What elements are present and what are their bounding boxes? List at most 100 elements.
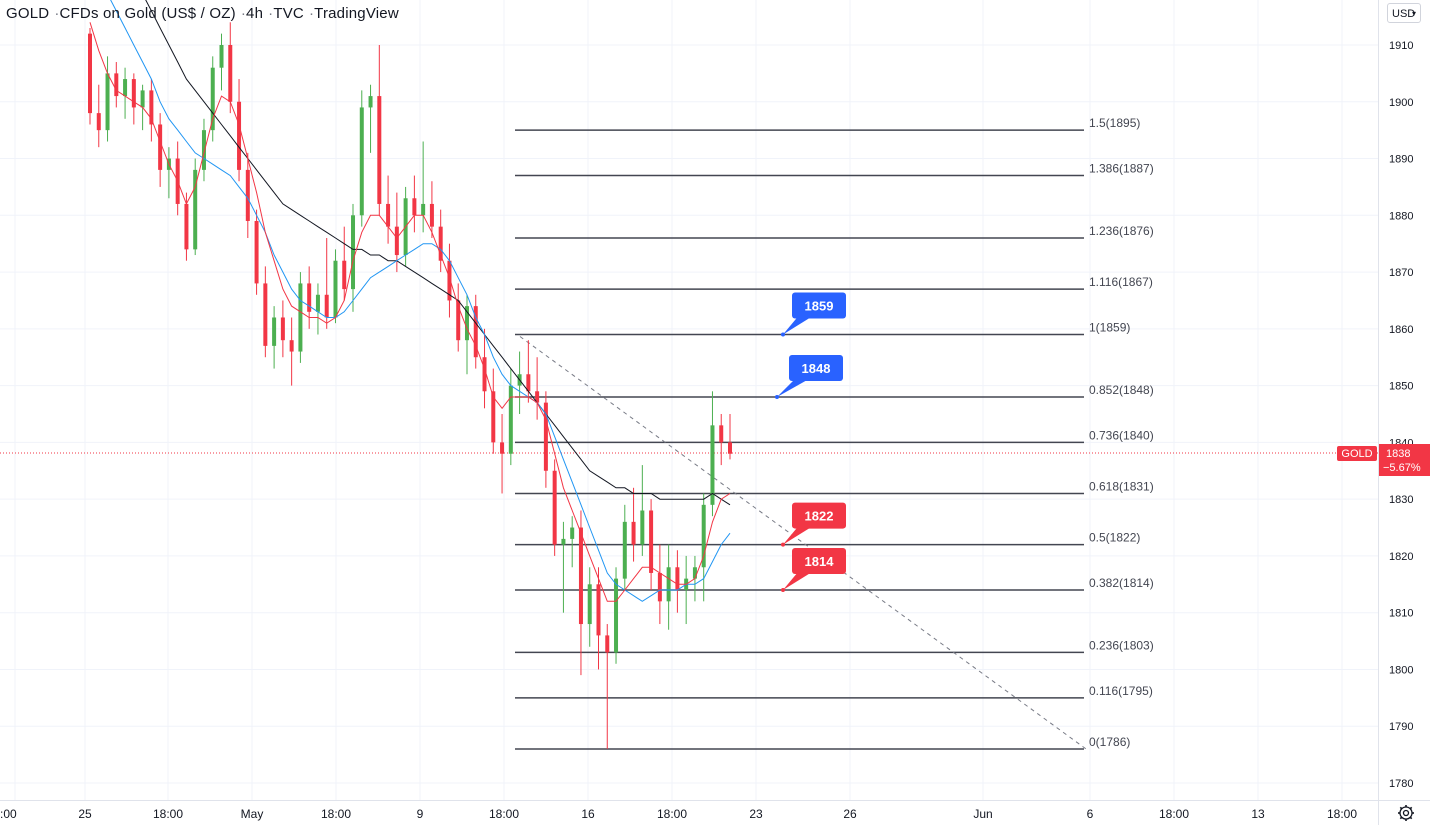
candle[interactable] bbox=[587, 567, 592, 647]
candle[interactable] bbox=[552, 459, 557, 556]
candle[interactable] bbox=[491, 368, 496, 454]
candle[interactable] bbox=[649, 499, 654, 590]
price-axis[interactable]: 1780179018001810182018301840185018601870… bbox=[1389, 40, 1413, 790]
chevron-down-icon: ▾ bbox=[1411, 9, 1416, 18]
candle[interactable] bbox=[315, 283, 320, 335]
candle[interactable] bbox=[570, 516, 575, 568]
candle[interactable] bbox=[640, 465, 645, 556]
candle[interactable] bbox=[386, 175, 391, 244]
callout-pointer bbox=[783, 526, 812, 545]
candle[interactable] bbox=[307, 266, 312, 329]
candle-body bbox=[228, 44, 233, 102]
candle[interactable] bbox=[438, 209, 443, 273]
candle[interactable] bbox=[631, 487, 636, 562]
candle[interactable] bbox=[219, 33, 224, 91]
time-axis-label: May bbox=[241, 807, 264, 821]
callout-label[interactable]: 1859 bbox=[781, 292, 846, 337]
candle[interactable] bbox=[105, 56, 110, 142]
candle[interactable] bbox=[289, 317, 294, 386]
candle[interactable] bbox=[377, 44, 382, 216]
candle[interactable] bbox=[131, 73, 136, 125]
candle[interactable] bbox=[456, 283, 461, 352]
moving-average-mid[interactable] bbox=[90, 0, 731, 602]
candle[interactable] bbox=[701, 493, 706, 602]
candle[interactable] bbox=[237, 79, 242, 182]
symbol-name[interactable]: GOLD bbox=[6, 5, 50, 22]
candle[interactable] bbox=[719, 413, 724, 466]
candle[interactable] bbox=[394, 192, 399, 273]
candle[interactable] bbox=[526, 340, 531, 403]
time-axis-label: 9 bbox=[417, 807, 424, 821]
candle[interactable] bbox=[421, 141, 426, 233]
gear-icon[interactable] bbox=[1396, 803, 1416, 823]
candle[interactable] bbox=[684, 555, 689, 625]
candle[interactable] bbox=[228, 22, 233, 114]
candle[interactable] bbox=[263, 266, 268, 358]
trendline[interactable] bbox=[519, 336, 1087, 750]
candle[interactable] bbox=[272, 306, 277, 369]
currency-selector[interactable]: USD ▾ bbox=[1387, 3, 1421, 23]
interval-label[interactable]: 4h bbox=[246, 5, 264, 22]
candle[interactable] bbox=[517, 351, 522, 414]
candle[interactable] bbox=[254, 209, 259, 295]
time-axis-label: 6 bbox=[1087, 807, 1094, 821]
candle[interactable] bbox=[193, 158, 198, 256]
candle[interactable] bbox=[412, 175, 417, 233]
candle-body bbox=[649, 510, 654, 573]
candle[interactable] bbox=[96, 84, 101, 148]
candle[interactable] bbox=[447, 243, 452, 318]
candle[interactable] bbox=[359, 90, 364, 227]
candle[interactable] bbox=[622, 504, 627, 590]
candle[interactable] bbox=[210, 56, 215, 142]
price-callouts[interactable]: 1859 1848 1822 1814 bbox=[775, 292, 846, 592]
candle[interactable] bbox=[88, 27, 92, 125]
time-axis[interactable]: :00 25 18:00 May 18:00 9 18:00 16 18:00 23 26 Jun 6 1… bbox=[0, 807, 1357, 821]
candle[interactable] bbox=[728, 413, 732, 460]
candle[interactable] bbox=[298, 272, 303, 363]
candle[interactable] bbox=[333, 249, 338, 324]
callout-label[interactable]: 1822 bbox=[781, 502, 846, 547]
candle[interactable] bbox=[464, 294, 469, 375]
candles[interactable] bbox=[88, 22, 732, 749]
candle[interactable] bbox=[324, 238, 329, 329]
callout-text: 1814 bbox=[805, 554, 835, 569]
candle[interactable] bbox=[368, 84, 373, 153]
callout-label[interactable]: 1814 bbox=[781, 547, 846, 592]
candle[interactable] bbox=[500, 413, 505, 494]
candle[interactable] bbox=[473, 294, 478, 369]
candle-body bbox=[561, 538, 566, 545]
candle[interactable] bbox=[710, 391, 715, 517]
candle[interactable] bbox=[508, 368, 513, 466]
candle[interactable] bbox=[245, 152, 250, 239]
candle[interactable] bbox=[596, 567, 601, 670]
candle[interactable] bbox=[201, 118, 206, 182]
candle[interactable] bbox=[280, 300, 285, 358]
moving-average-fast[interactable] bbox=[89, 22, 731, 602]
time-axis-label: 13 bbox=[1251, 807, 1265, 821]
candle[interactable] bbox=[666, 544, 671, 630]
candle[interactable] bbox=[342, 226, 347, 301]
candle-body bbox=[245, 169, 250, 221]
candle[interactable] bbox=[429, 181, 434, 239]
candle[interactable] bbox=[561, 521, 566, 613]
callout-label[interactable]: 1848 bbox=[775, 354, 843, 399]
candle[interactable] bbox=[114, 62, 119, 108]
candle[interactable] bbox=[578, 510, 583, 676]
candle[interactable] bbox=[657, 544, 662, 625]
candle[interactable] bbox=[614, 567, 619, 664]
symbol-description: CFDs on Gold (US$ / OZ) bbox=[59, 5, 236, 22]
moving-average-slow[interactable] bbox=[90, 0, 731, 506]
candle-body bbox=[351, 215, 356, 290]
candle[interactable] bbox=[535, 357, 540, 420]
candle[interactable] bbox=[605, 624, 610, 749]
candle[interactable] bbox=[351, 203, 356, 312]
candle[interactable] bbox=[543, 391, 548, 488]
fib-retracement[interactable]: 1.5(1895) 1.386(1887) 1.236(1876) 1.116(186… bbox=[515, 116, 1154, 750]
candle[interactable] bbox=[149, 79, 154, 142]
candle[interactable] bbox=[675, 550, 680, 613]
candle[interactable] bbox=[158, 113, 163, 187]
candle[interactable] bbox=[123, 67, 128, 119]
current-price-tag[interactable]: GOLD 1838 −5.67% bbox=[1337, 444, 1430, 476]
fib-level-label: 0.618(1831) bbox=[1089, 479, 1154, 493]
